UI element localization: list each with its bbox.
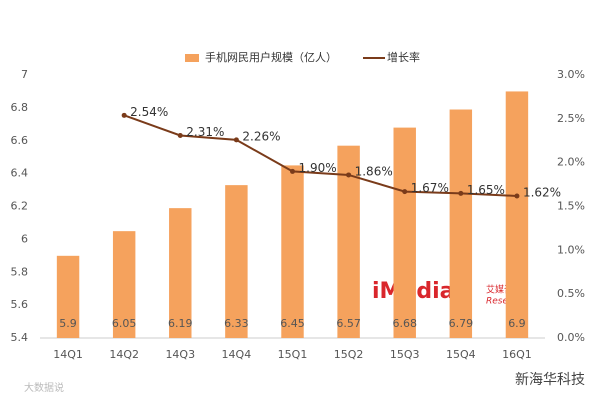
y2-tick-label: 2.5% <box>557 112 585 125</box>
y2-tick-label: 2.0% <box>557 156 585 169</box>
bar <box>281 165 304 338</box>
bar <box>337 145 360 338</box>
bar-value-label: 6.05 <box>112 317 137 330</box>
y-tick-label: 6.8 <box>11 101 29 114</box>
line-value-label: 2.54% <box>130 105 168 119</box>
bar-value-label: 6.9 <box>508 317 526 330</box>
line <box>123 114 517 197</box>
y2-tick-label: 1.5% <box>557 200 585 213</box>
x-tick-label: 14Q1 <box>53 348 83 361</box>
x-tick-label: 16Q1 <box>502 348 532 361</box>
line-marker <box>233 137 239 143</box>
bar-value-label: 5.9 <box>59 317 77 330</box>
y-tick-label: 5.6 <box>11 298 29 311</box>
y-tick-label: 6.6 <box>11 134 29 147</box>
line-marker <box>346 172 352 178</box>
bar-value-label: 6.57 <box>336 317 361 330</box>
legend-swatch <box>185 54 199 62</box>
legend-label: 增长率 <box>387 50 420 64</box>
y2-tick-label: 0.0% <box>557 331 585 344</box>
bar-value-label: 6.33 <box>224 317 249 330</box>
bar-value-label: 6.79 <box>449 317 474 330</box>
watermark-account: 新海华科技 <box>515 372 585 388</box>
y2-tick-label: 3.0% <box>557 68 585 81</box>
line-value-label: 1.67% <box>411 181 449 195</box>
bar <box>169 208 192 338</box>
y2-tick-label: 0.5% <box>557 287 585 300</box>
line-marker <box>290 168 295 174</box>
bar-value-label: 6.68 <box>392 317 417 330</box>
line-value-label: 1.65% <box>467 183 505 197</box>
x-tick-label: 15Q4 <box>446 348 476 361</box>
y-tick-label: 7 <box>21 68 28 81</box>
x-tick-label: 14Q3 <box>165 348 195 361</box>
line-value-label: 1.90% <box>299 161 337 175</box>
line-value-label: 1.62% <box>523 185 561 199</box>
line-marker <box>458 190 464 196</box>
y-tick-label: 6.2 <box>11 200 29 213</box>
line-value-label: 1.86% <box>355 164 393 178</box>
bar <box>56 255 80 338</box>
x-tick-label: 14Q2 <box>109 348 139 361</box>
y-tick-label: 6.4 <box>11 167 29 180</box>
y-tick-label: 5.4 <box>11 331 29 344</box>
line-marker <box>514 193 520 199</box>
line-marker <box>402 189 408 195</box>
x-tick-label: 15Q3 <box>390 348 420 361</box>
line-marker <box>121 112 127 118</box>
line-value-label: 2.26% <box>242 129 280 143</box>
legend-label: 手机网民用户规模（亿人） <box>205 50 337 64</box>
bar-value-label: 6.19 <box>168 317 193 330</box>
bar <box>505 91 529 338</box>
x-tick-label: 15Q1 <box>278 348 308 361</box>
bar <box>393 127 416 338</box>
bar <box>225 185 248 338</box>
x-tick-label: 14Q4 <box>222 348 252 361</box>
line-marker <box>177 132 183 138</box>
bar <box>449 109 473 338</box>
watermark-source: 大数据说 <box>24 381 64 394</box>
line-value-label: 2.31% <box>186 125 224 139</box>
y2-tick-label: 1.0% <box>557 243 585 256</box>
y-tick-label: 6 <box>21 232 28 245</box>
bar-value-label: 6.45 <box>280 317 305 330</box>
bar <box>112 231 136 338</box>
x-tick-label: 15Q2 <box>334 348 364 361</box>
y-tick-label: 5.8 <box>11 265 29 278</box>
